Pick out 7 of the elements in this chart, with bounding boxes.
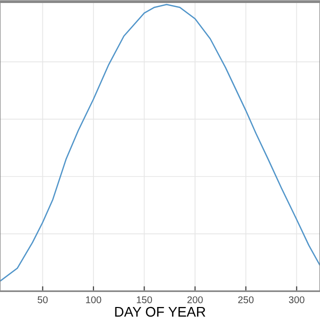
x-tick-label: 150 — [136, 296, 152, 304]
x-tick-label: 300 — [288, 296, 304, 304]
x-tick-label: 50 — [38, 296, 48, 304]
x-tick-label: 250 — [238, 296, 254, 304]
x-axis-title: DAY OF YEAR — [115, 306, 206, 317]
x-tick-label: 200 — [187, 296, 203, 304]
x-tick-label: 100 — [86, 296, 102, 304]
